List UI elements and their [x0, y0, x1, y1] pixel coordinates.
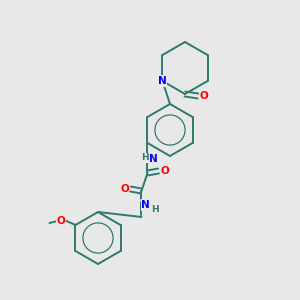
Text: N: N	[141, 200, 150, 210]
Text: O: O	[56, 216, 65, 226]
Text: O: O	[120, 184, 129, 194]
Text: O: O	[160, 166, 169, 176]
Text: H: H	[151, 206, 158, 214]
Text: N: N	[149, 154, 158, 164]
Text: O: O	[200, 91, 208, 101]
Text: N: N	[158, 76, 167, 86]
Text: H: H	[141, 154, 148, 163]
